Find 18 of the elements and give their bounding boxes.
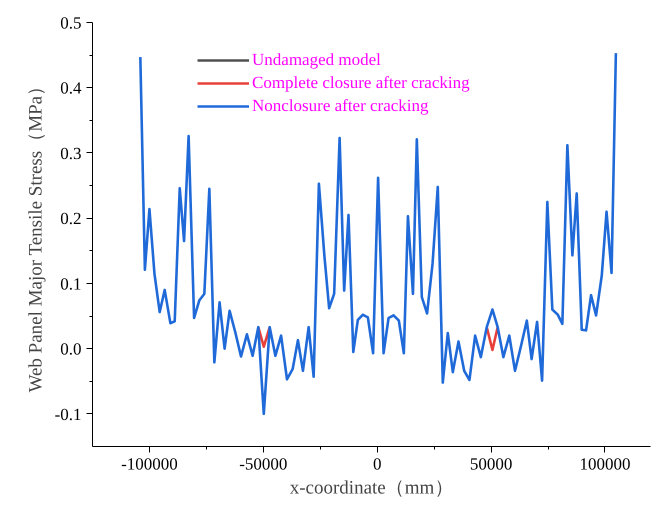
y-tick-label: 0.5 [60, 14, 82, 32]
legend-label: Undamaged model [252, 50, 381, 70]
line-series [139, 52, 618, 416]
y-axis-title: Web Panel Major Tensile Stress（MPa） [26, 76, 47, 392]
y-tick-label: 0.4 [60, 78, 82, 98]
x-axis-title: x-coordinate（mm） [290, 478, 454, 498]
y-tick-label: 0.3 [60, 144, 82, 163]
x-tick-label: 50000 [470, 454, 512, 474]
y-tick-label: 0.2 [60, 209, 82, 228]
y-tick-label: 0.0 [60, 340, 82, 359]
x-tick-label: 100000 [579, 454, 630, 474]
legend-label: Complete closure after cracking [252, 73, 470, 93]
legend-label: Nonclosure after cracking [252, 96, 429, 116]
x-tick-label: -100000 [121, 454, 178, 474]
y-tick-label: -0.1 [54, 404, 82, 424]
y-tick-label: 0.1 [60, 274, 82, 294]
x-tick-label: -50000 [239, 454, 288, 474]
x-tick-label: 0 [372, 454, 382, 474]
